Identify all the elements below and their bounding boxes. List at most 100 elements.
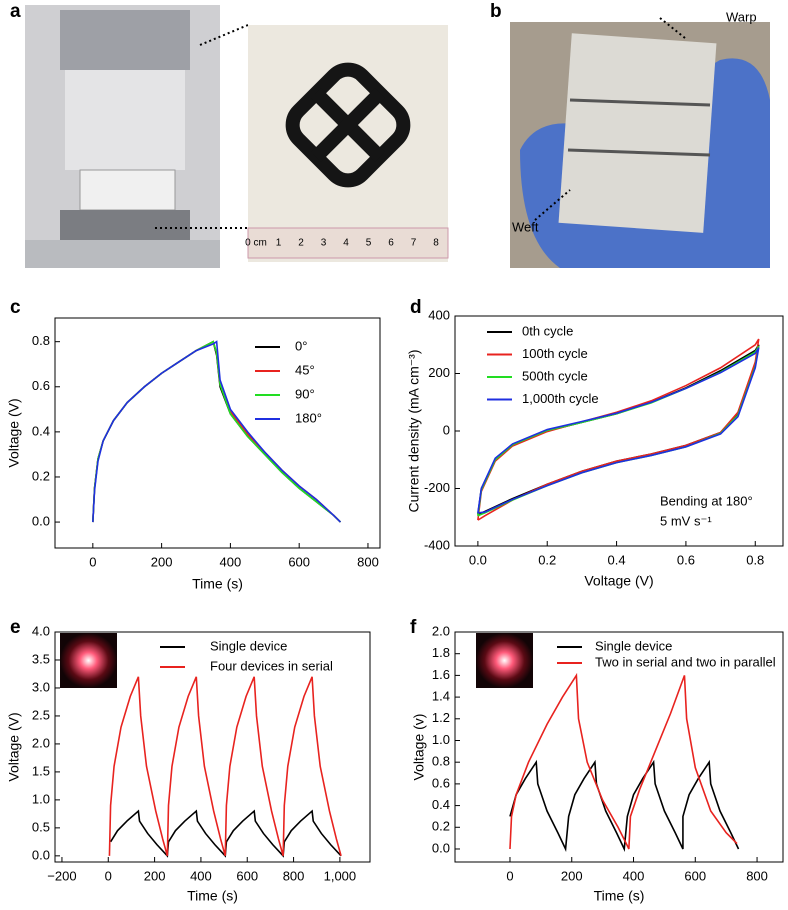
legend-label: Two in serial and two in parallel	[595, 654, 776, 669]
y-tick-label: 0.0	[432, 840, 450, 855]
ruler-label: 2	[298, 238, 304, 249]
panel-label: c	[10, 297, 21, 318]
x-tick-label: 600	[288, 554, 310, 569]
series-line	[509, 672, 738, 850]
ruler-label: 8	[433, 238, 439, 249]
plot-frame	[454, 631, 784, 863]
x-tick-label: 600	[684, 868, 706, 883]
y-axis-label: Voltage (v)	[411, 714, 427, 781]
ruler-label: 7	[411, 238, 417, 249]
x-tick-label: 200	[144, 868, 166, 883]
series-line	[477, 338, 760, 521]
x-tick-label: 200	[151, 554, 173, 569]
panel-label: f	[410, 617, 417, 638]
y-tick-label: 400	[428, 307, 450, 322]
y-tick-label: 0.5	[32, 819, 50, 834]
x-axis-label: Voltage (V)	[584, 573, 653, 589]
annotation: 5 mV s⁻¹	[660, 513, 712, 528]
x-tick-label: 0.2	[538, 552, 556, 567]
panel-label: b	[490, 1, 502, 22]
annotation: Bending at 180°	[660, 493, 753, 508]
series-line	[108, 676, 342, 857]
legend-label: Single device	[210, 638, 287, 653]
x-tick-label: 800	[283, 868, 305, 883]
legend-label: 90°	[295, 386, 315, 401]
y-tick-label: -200	[424, 480, 450, 495]
ruler-label: 6	[388, 238, 394, 249]
panel-label: a	[10, 1, 21, 22]
x-axis-label: Time (s)	[192, 576, 243, 592]
y-tick-label: 1.8	[432, 645, 450, 660]
y-tick-label: 1.0	[32, 791, 50, 806]
photo-a	[25, 5, 449, 268]
x-tick-label: 1,000	[324, 868, 357, 883]
plot-frame	[54, 631, 371, 863]
plot-frame	[454, 315, 784, 547]
x-tick-label: 800	[746, 868, 768, 883]
y-tick-label: -400	[424, 537, 450, 552]
y-tick-label: 2.0	[32, 735, 50, 750]
x-tick-label: 800	[357, 554, 379, 569]
y-tick-label: 2.5	[32, 707, 50, 722]
x-tick-label: 0	[89, 554, 96, 569]
y-tick-label: 3.0	[32, 679, 50, 694]
series-line	[509, 759, 740, 852]
x-axis-label: Time (s)	[594, 888, 645, 904]
ruler-label: 0 cm	[245, 238, 267, 249]
x-tick-label: 600	[236, 868, 258, 883]
y-tick-label: 0.4	[432, 797, 450, 812]
x-tick-label: 0	[105, 868, 112, 883]
legend-label: 0th cycle	[522, 323, 573, 338]
x-tick-label: 200	[561, 868, 583, 883]
x-tick-label: 0	[506, 868, 513, 883]
x-tick-label: 0.6	[677, 552, 695, 567]
ruler-label: 1	[276, 238, 282, 249]
x-tick-label: 0.4	[608, 552, 626, 567]
legend-label: 1,000th cycle	[522, 391, 599, 406]
legend-label: 180°	[295, 410, 322, 425]
y-tick-label: 1.0	[432, 732, 450, 747]
y-axis-label: Current density (mA cm⁻³)	[406, 350, 422, 513]
x-tick-label: −200	[47, 868, 76, 883]
ruler-label: 5	[366, 238, 372, 249]
series-line	[477, 347, 760, 514]
y-tick-label: 0.0	[32, 514, 50, 529]
x-tick-label: 400	[220, 554, 242, 569]
y-tick-label: 0.8	[432, 754, 450, 769]
legend-label: Single device	[595, 638, 672, 653]
y-tick-label: 1.2	[432, 710, 450, 725]
annotation: Weft	[512, 219, 539, 234]
x-tick-label: 0.0	[469, 552, 487, 567]
legend-label: 100th cycle	[522, 346, 588, 361]
series-line	[92, 340, 342, 523]
x-tick-label: 400	[623, 868, 645, 883]
inset-photo	[60, 633, 117, 688]
x-axis-label: Time (s)	[187, 888, 238, 904]
series-line	[477, 345, 760, 517]
y-tick-label: 0.8	[32, 333, 50, 348]
y-axis-label: Voltage (V)	[6, 398, 22, 467]
y-tick-label: 0.6	[32, 378, 50, 393]
y-tick-label: 4.0	[32, 623, 50, 638]
plot-frame	[54, 317, 381, 549]
x-tick-label: 400	[190, 868, 212, 883]
y-tick-label: 0	[443, 422, 450, 437]
ruler-label: 4	[343, 238, 349, 249]
y-tick-label: 1.5	[32, 763, 50, 778]
ruler-label: 3	[321, 238, 327, 249]
y-tick-label: 0.2	[32, 468, 50, 483]
y-axis-label: Voltage (V)	[6, 712, 22, 781]
y-tick-label: 200	[428, 365, 450, 380]
panel-label: e	[10, 617, 21, 638]
panel-label: d	[410, 297, 422, 318]
y-tick-label: 0.0	[32, 847, 50, 862]
legend-label: 500th cycle	[522, 368, 588, 383]
y-tick-label: 0.2	[432, 819, 450, 834]
legend-label: 0°	[295, 338, 307, 353]
x-tick-label: 0.8	[746, 552, 764, 567]
y-tick-label: 2.0	[432, 623, 450, 638]
y-tick-label: 3.5	[32, 651, 50, 666]
annotation: Warp	[726, 9, 757, 24]
y-tick-label: 1.6	[432, 667, 450, 682]
